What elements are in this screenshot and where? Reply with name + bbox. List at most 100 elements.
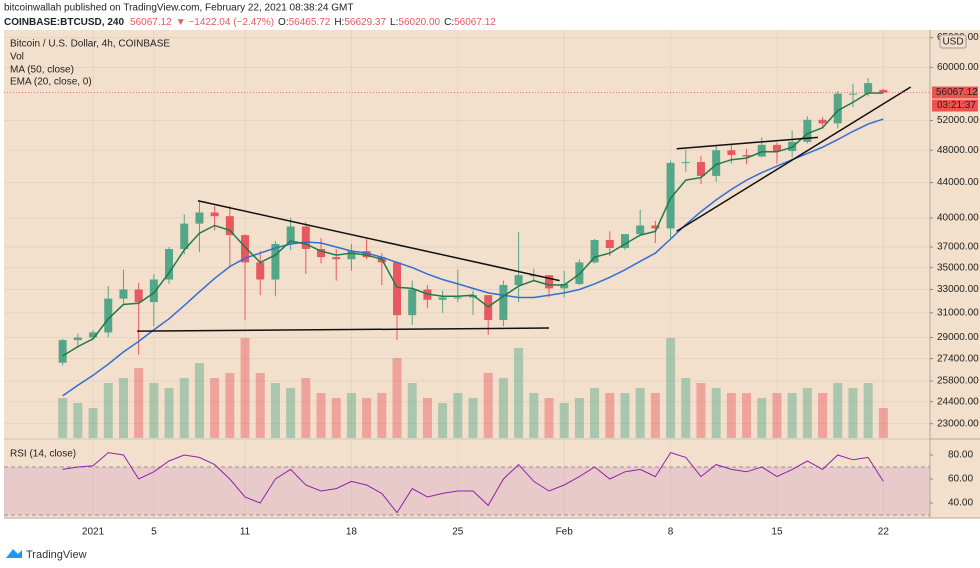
y-tick-label: 40.00 — [948, 498, 973, 509]
candle-body — [560, 283, 569, 289]
volume-bar — [635, 388, 645, 438]
chart-title: Bitcoin / U.S. Dollar, 4h, COINBASE — [10, 39, 170, 50]
volume-bar — [286, 388, 296, 438]
volume-bar — [179, 378, 189, 438]
countdown: 03:21:37 — [937, 100, 976, 111]
change: ▼ −1422.04 (−2.47%) — [176, 17, 274, 28]
quote-label: O: — [278, 17, 289, 28]
y-tick-label: 25800.00 — [937, 376, 979, 387]
trendline — [197, 200, 560, 282]
quote-label: H: — [334, 17, 344, 28]
trendline — [676, 136, 819, 150]
y-tick-label: 27400.00 — [937, 353, 979, 364]
publisher: bitcoinwallah published on TradingView.c… — [4, 3, 353, 14]
volume-bar — [453, 393, 463, 438]
ma-line — [62, 118, 884, 397]
y-tick-label: 60.00 — [948, 474, 973, 485]
volume-bar — [346, 393, 356, 438]
volume-bar — [878, 408, 888, 438]
volume-bar — [103, 383, 113, 438]
volume-bar — [742, 393, 752, 438]
x-tick-label: 5 — [151, 527, 157, 538]
volume-bar — [863, 383, 873, 438]
candle-body — [757, 144, 766, 157]
volume-bar — [787, 393, 797, 438]
volume-bar — [210, 378, 220, 438]
y-tick-label: 80.00 — [948, 450, 973, 461]
volume-bar — [590, 388, 600, 438]
candle-body — [332, 257, 341, 260]
y-tick-label: 23000.00 — [937, 418, 979, 429]
volume-bar — [438, 403, 448, 438]
candle-body — [864, 83, 873, 94]
quote-label: C: — [444, 17, 454, 28]
logo-icon — [6, 549, 22, 558]
volume-bar — [301, 378, 311, 438]
last-price-box — [932, 86, 978, 99]
candle-body — [241, 235, 250, 263]
volume-bar — [802, 388, 812, 438]
candle-body — [727, 150, 736, 155]
x-tick-label: Feb — [556, 527, 574, 538]
volume-bar — [696, 383, 706, 438]
y-tick-label: 29000.00 — [937, 332, 979, 343]
volume-bar — [833, 383, 843, 438]
volume-bar — [392, 358, 402, 438]
symbol: COINBASE:BTCUSD, 240 — [4, 17, 124, 28]
quote-line: COINBASE:BTCUSD, 240 56067.12 ▼ −1422.04 (… — [4, 17, 496, 28]
x-tick-label: 25 — [452, 527, 464, 538]
volume-bar — [666, 338, 676, 438]
volume-bar — [362, 398, 372, 438]
legend-entry: EMA (20, close, 0) — [10, 77, 92, 88]
volume-bar — [726, 393, 736, 438]
candle-body — [73, 337, 82, 341]
candle-body — [469, 295, 478, 298]
candle-body — [605, 240, 614, 248]
volume-bar — [194, 363, 204, 438]
candle-body — [58, 340, 67, 363]
candle-body — [772, 144, 781, 152]
candle-body — [408, 289, 417, 316]
y-tick-label: 35000.00 — [937, 262, 979, 273]
volume-bar — [58, 398, 68, 438]
candle-body — [317, 249, 326, 258]
quote-value: 56629.37 — [344, 17, 386, 28]
x-tick-label: 11 — [240, 527, 251, 538]
candle-body — [544, 275, 553, 289]
main-panel — [4, 30, 930, 438]
candle-body — [180, 223, 189, 250]
volume-bar — [818, 393, 828, 438]
candle-body — [453, 297, 462, 299]
y-tick-label: 52000.00 — [937, 115, 979, 126]
legend-entry: MA (50, close) — [10, 65, 74, 76]
candle-body — [286, 226, 295, 244]
candle-body — [742, 154, 751, 157]
ma-line — [62, 92, 884, 357]
y-tick-label: 44000.00 — [937, 177, 979, 188]
candle-body — [271, 243, 280, 280]
volume-bar — [88, 408, 98, 438]
candle-body — [514, 275, 523, 286]
volume-bar — [134, 368, 144, 438]
quote-value: 56067.12 — [454, 17, 496, 28]
y-tick-label: 40000.00 — [937, 213, 979, 224]
volume-bar — [483, 373, 493, 438]
candle-body — [195, 212, 204, 224]
volume-bar — [498, 378, 508, 438]
volume-bar — [240, 338, 250, 438]
volume-bar — [559, 403, 569, 438]
volume-bar — [514, 348, 524, 438]
candle-body — [362, 251, 371, 258]
candle-body — [149, 279, 158, 303]
candle-body — [301, 226, 310, 250]
volume-bar — [711, 388, 721, 438]
candle-body — [499, 285, 508, 321]
x-tick-label: 8 — [668, 527, 674, 538]
candle-body — [620, 234, 629, 248]
volume-bar — [650, 393, 660, 438]
y-tick-label: 37000.00 — [937, 242, 979, 253]
rsi-line — [62, 452, 884, 514]
x-tick-label: 22 — [878, 527, 890, 538]
volume-bar — [681, 378, 691, 438]
